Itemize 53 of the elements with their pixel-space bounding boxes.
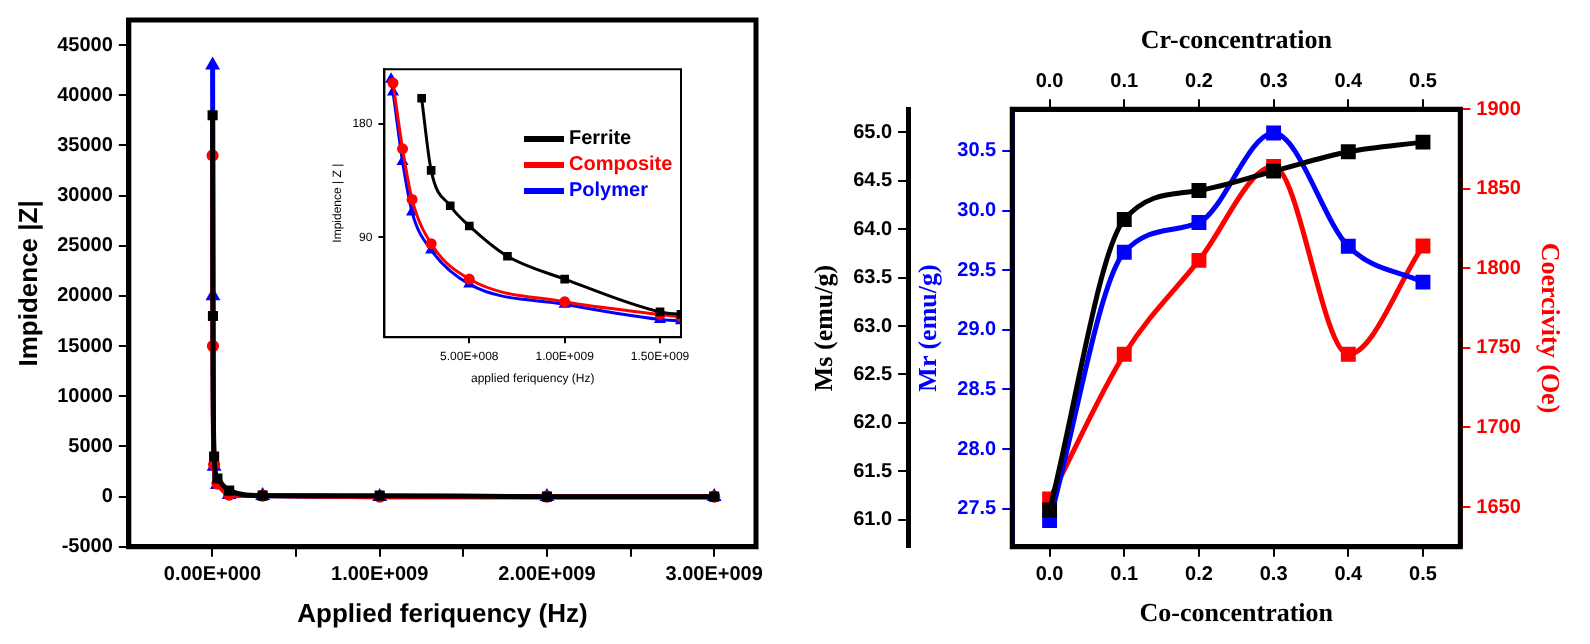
y-tick-label: 25000 bbox=[57, 235, 114, 258]
y3-tick-label: 27.5 bbox=[957, 498, 998, 521]
x-tick-label: 0.3 bbox=[1259, 70, 1289, 93]
y-tick-label: 63.5 bbox=[853, 267, 893, 290]
x-axis-title: Applied feriquency (Hz) bbox=[297, 597, 588, 628]
x-axis-title: Co-concentration bbox=[1139, 597, 1335, 628]
x-tick-label: 1.00E+009 bbox=[331, 564, 430, 587]
y-tick-label: 62.5 bbox=[853, 363, 893, 386]
x-tick-label: 0.2 bbox=[1185, 70, 1214, 93]
x-tick-label: 3.00E+009 bbox=[665, 564, 764, 587]
y-axis-title: Impidence |Z| bbox=[12, 200, 43, 367]
y-tick-label: -5000 bbox=[61, 536, 114, 559]
x-tick-label: 0.5 bbox=[1409, 70, 1438, 93]
y-tick-label: 40000 bbox=[57, 84, 114, 107]
y-tick-label: 35000 bbox=[57, 134, 114, 157]
x-tick-label: 0.00E+000 bbox=[163, 564, 262, 587]
y3-tick-label: 29.5 bbox=[957, 259, 998, 282]
x2-axis-title: Cr-concentration bbox=[1140, 24, 1334, 55]
y-tick-label: 30000 bbox=[57, 185, 114, 208]
y2-tick-label: 1850 bbox=[1476, 178, 1522, 201]
y-tick-label: 45000 bbox=[57, 34, 114, 57]
y2-tick-label: 1900 bbox=[1476, 98, 1522, 121]
y3-tick-label: 29.0 bbox=[957, 319, 998, 342]
y-tick-label: 63.0 bbox=[853, 315, 893, 338]
y-tick-label: 61.5 bbox=[853, 460, 893, 483]
y-tick-label: 61.0 bbox=[853, 509, 893, 532]
y3-tick-label: 28.5 bbox=[957, 378, 998, 401]
y-tick-label: 15000 bbox=[57, 335, 114, 358]
legend-label: Ferrite bbox=[569, 125, 632, 152]
x-tick-label: 2.00E+009 bbox=[498, 564, 597, 587]
y-tick-label: 64.5 bbox=[853, 170, 893, 193]
y-tick-label: 20000 bbox=[57, 285, 114, 308]
y-tick-label: 62.0 bbox=[853, 412, 893, 435]
y2-tick-label: 1700 bbox=[1476, 416, 1522, 439]
legend-label: Composite bbox=[569, 151, 673, 178]
y2-tick-label: 1750 bbox=[1476, 337, 1522, 360]
y2-tick-label: 1800 bbox=[1476, 257, 1522, 280]
legend-label: Polymer bbox=[569, 177, 648, 204]
y2-tick-label: 1650 bbox=[1476, 496, 1522, 519]
y-tick-label: 5000 bbox=[68, 435, 114, 458]
y-tick-label: 10000 bbox=[57, 385, 114, 408]
y3-tick-label: 30.0 bbox=[957, 200, 998, 223]
y-tick-label: 0 bbox=[101, 486, 114, 509]
y3-tick-label: 30.5 bbox=[957, 140, 998, 163]
y3-axis-title: Mr (emu/g) bbox=[912, 264, 943, 392]
y-tick-label: 64.0 bbox=[853, 218, 893, 241]
y-tick-label: 65.0 bbox=[853, 121, 893, 144]
y3-tick-label: 28.0 bbox=[957, 438, 998, 461]
x-tick-label: 0.0 bbox=[1035, 70, 1065, 93]
x-tick-label: 0.4 bbox=[1334, 70, 1364, 93]
y2-axis-title: Coercivity (Oe) bbox=[1535, 242, 1566, 414]
y-axis-title: Ms (emu/g) bbox=[808, 264, 839, 392]
x-tick-label: 0.1 bbox=[1110, 70, 1140, 93]
